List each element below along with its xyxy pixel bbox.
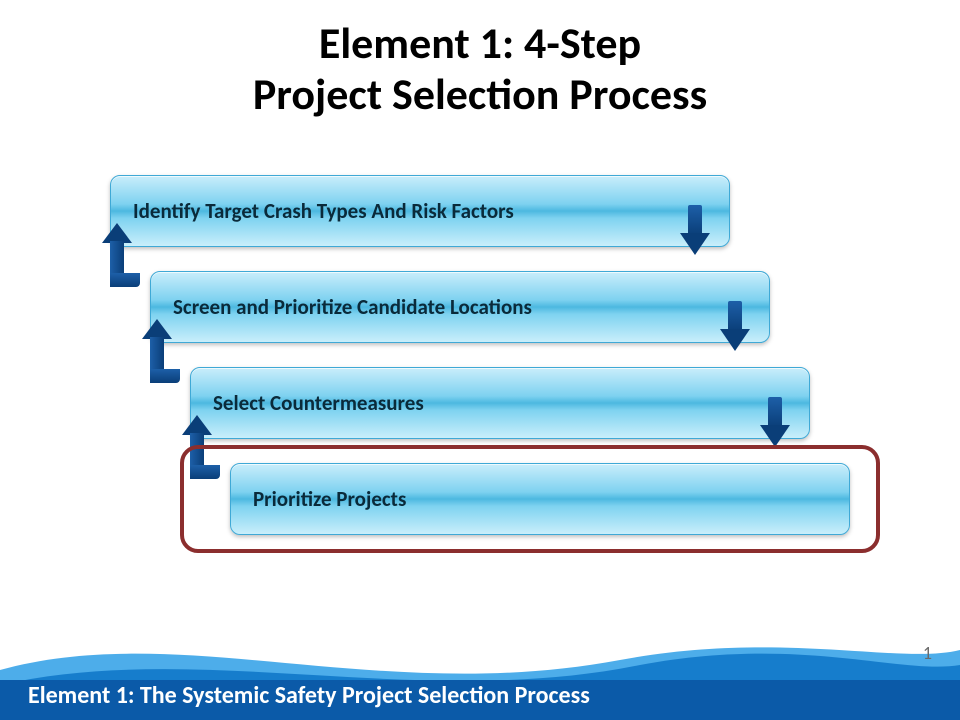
process-flow-diagram: Identify Target Crash Types And Risk Fac… (80, 175, 880, 595)
page-title: Element 1: 4-Step Project Selection Proc… (0, 18, 960, 119)
process-step-1: Identify Target Crash Types And Risk Fac… (110, 175, 730, 247)
footer: Element 1: The Systemic Safety Project S… (0, 610, 960, 720)
title-line-2: Project Selection Process (253, 67, 707, 121)
process-step-2: Screen and Prioritize Candidate Location… (150, 271, 770, 343)
up-arrow-icon (140, 317, 186, 387)
down-arrow-icon (680, 205, 710, 261)
page-number: 1 (923, 642, 932, 664)
process-step-4: Prioritize Projects (230, 463, 850, 535)
down-arrow-icon (760, 397, 790, 453)
process-step-3: Select Countermeasures (190, 367, 810, 439)
up-arrow-icon (180, 413, 226, 483)
down-arrow-icon (720, 301, 750, 357)
up-arrow-icon (100, 221, 146, 291)
footer-text: Element 1: The Systemic Safety Project S… (28, 681, 590, 710)
title-line-1: Element 1: 4-Step (319, 16, 641, 70)
